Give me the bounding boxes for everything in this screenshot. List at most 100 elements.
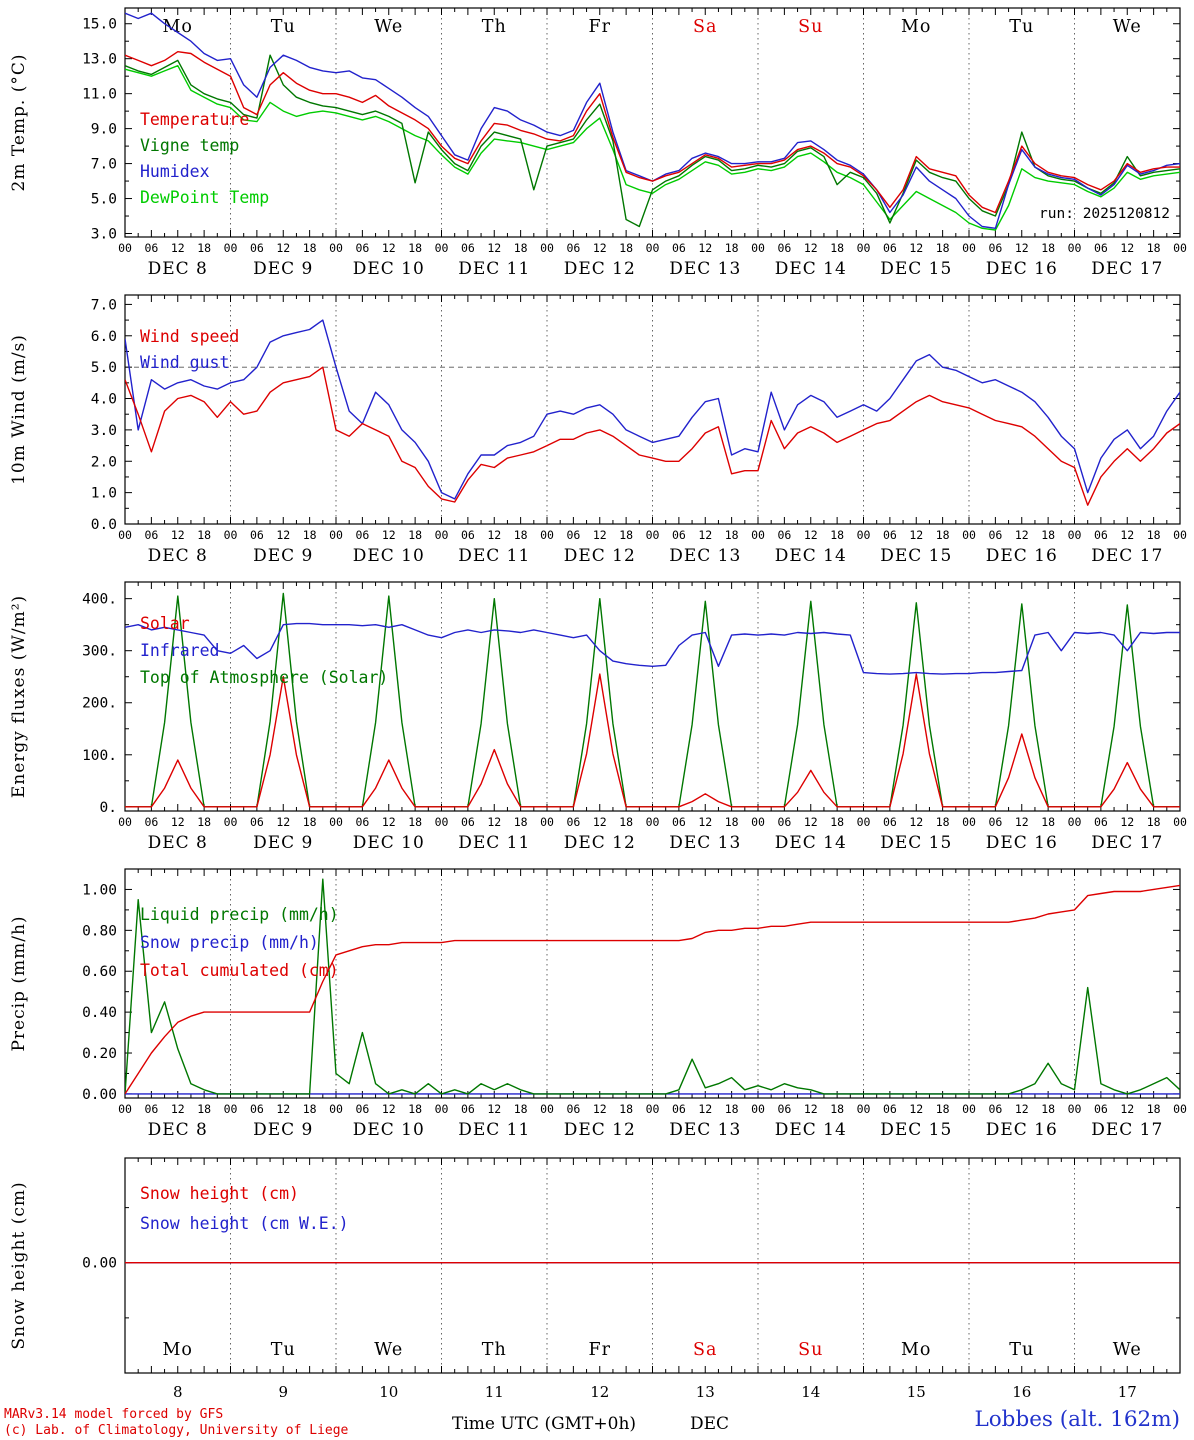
precip-chart: 0.00 0.20 0.40 0.60 0.80 1.00 00 06 12 18 00 06 12 18… [9, 868, 1187, 1140]
svg-text:12: 12 [276, 528, 290, 542]
svg-text:12: 12 [1120, 241, 1134, 255]
svg-text:00: 00 [118, 815, 132, 829]
svg-text:DEC 12: DEC 12 [564, 833, 636, 853]
svg-text:06: 06 [777, 815, 791, 829]
panel-wind: 0.0 1.0 2.0 3.0 4.0 5.0 6.0 7.0 00 06 12 18 00 06 12 18… [0, 287, 1194, 574]
svg-text:00: 00 [1173, 815, 1187, 829]
svg-text:00: 00 [118, 528, 132, 542]
svg-text:18: 18 [619, 528, 633, 542]
svg-text:18: 18 [1041, 1102, 1055, 1116]
legend-wind-gust: Wind gust [140, 353, 230, 372]
svg-text:00: 00 [540, 528, 554, 542]
svg-text:400.: 400. [82, 592, 117, 608]
svg-text:18: 18 [830, 528, 844, 542]
svg-text:0.: 0. [100, 800, 117, 816]
svg-text:200.: 200. [82, 696, 117, 712]
svg-text:12: 12 [593, 815, 607, 829]
svg-text:00: 00 [751, 815, 765, 829]
svg-text:00: 00 [857, 241, 871, 255]
svg-text:18: 18 [197, 241, 211, 255]
svg-text:18: 18 [619, 241, 633, 255]
svg-text:06: 06 [883, 1102, 897, 1116]
svg-text:5.0: 5.0 [91, 192, 117, 208]
svg-text:06: 06 [355, 1102, 369, 1116]
svg-text:12: 12 [1120, 528, 1134, 542]
svg-text:12: 12 [1120, 1102, 1134, 1116]
credit-line-1: MARv3.14 model forced by GFS [4, 1407, 224, 1422]
svg-text:06: 06 [988, 815, 1002, 829]
month-label: DEC [690, 1414, 730, 1434]
svg-text:DEC 14: DEC 14 [775, 546, 847, 566]
svg-text:12: 12 [487, 528, 501, 542]
svg-text:18: 18 [408, 528, 422, 542]
svg-text:12: 12 [698, 528, 712, 542]
svg-text:00: 00 [540, 1102, 554, 1116]
svg-text:00: 00 [751, 1102, 765, 1116]
svg-text:06: 06 [1094, 815, 1108, 829]
svg-text:DEC 16: DEC 16 [986, 1120, 1058, 1140]
svg-text:06: 06 [144, 241, 158, 255]
svg-text:18: 18 [936, 815, 950, 829]
svg-text:12: 12 [276, 241, 290, 255]
svg-text:18: 18 [1041, 815, 1055, 829]
svg-text:18: 18 [725, 1102, 739, 1116]
svg-text:06: 06 [883, 241, 897, 255]
svg-text:18: 18 [830, 241, 844, 255]
svg-text:We: We [1113, 17, 1142, 37]
svg-text:06: 06 [1094, 528, 1108, 542]
run-label: run: 2025120812 [1039, 206, 1170, 222]
panel-precip: 0.00 0.20 0.40 0.60 0.80 1.00 00 06 12 18 00 06 12 18… [0, 861, 1194, 1148]
legend-snow-precip: Snow precip (mm/h) [140, 933, 319, 952]
svg-text:06: 06 [777, 1102, 791, 1116]
svg-text:12: 12 [593, 241, 607, 255]
svg-text:00: 00 [118, 1102, 132, 1116]
svg-text:DEC 9: DEC 9 [253, 833, 313, 853]
svg-text:Fr: Fr [588, 1340, 611, 1360]
svg-text:DEC 9: DEC 9 [253, 259, 313, 279]
legend-infrared: Infrared [140, 641, 220, 660]
svg-text:18: 18 [830, 1102, 844, 1116]
svg-text:DEC 13: DEC 13 [669, 259, 741, 279]
svg-text:06: 06 [777, 241, 791, 255]
svg-text:12: 12 [909, 241, 923, 255]
svg-text:100.: 100. [82, 748, 117, 764]
svg-text:00: 00 [1068, 815, 1082, 829]
legend-dewpoint-temp: DewPoint Temp [140, 188, 270, 207]
svg-text:06: 06 [1094, 1102, 1108, 1116]
svg-text:18: 18 [514, 1102, 528, 1116]
svg-text:00: 00 [118, 241, 132, 255]
svg-text:18: 18 [514, 815, 528, 829]
legend-solar: Solar [140, 614, 190, 633]
svg-text:00: 00 [224, 1102, 238, 1116]
svg-text:DEC 11: DEC 11 [458, 833, 530, 853]
svg-text:18: 18 [1147, 241, 1161, 255]
svg-text:06: 06 [250, 815, 264, 829]
svg-text:00: 00 [646, 815, 660, 829]
svg-text:18: 18 [936, 528, 950, 542]
svg-text:06: 06 [355, 815, 369, 829]
svg-text:18: 18 [514, 528, 528, 542]
svg-text:00: 00 [329, 1102, 343, 1116]
svg-text:Mo: Mo [163, 17, 193, 37]
svg-text:12: 12 [1015, 1102, 1029, 1116]
svg-text:00: 00 [224, 241, 238, 255]
svg-text:Sa: Sa [693, 17, 717, 37]
svg-text:Snow height (cm): Snow height (cm) [9, 1181, 29, 1349]
svg-text:Mo: Mo [901, 17, 931, 37]
svg-text:We: We [374, 1340, 403, 1360]
svg-text:13: 13 [696, 1383, 715, 1401]
svg-text:12: 12 [698, 815, 712, 829]
legend-snow-height: Snow height (cm) [140, 1184, 299, 1203]
svg-text:12: 12 [487, 1102, 501, 1116]
svg-text:0.60: 0.60 [82, 964, 117, 980]
svg-text:06: 06 [250, 241, 264, 255]
svg-text:300.: 300. [82, 644, 117, 660]
svg-text:DEC 12: DEC 12 [564, 259, 636, 279]
svg-text:18: 18 [197, 1102, 211, 1116]
svg-text:We: We [1113, 1340, 1142, 1360]
svg-text:11: 11 [485, 1383, 504, 1401]
svg-text:Energy fluxes (W/m²): Energy fluxes (W/m²) [9, 595, 29, 798]
svg-text:00: 00 [435, 241, 449, 255]
svg-text:DEC 11: DEC 11 [458, 546, 530, 566]
svg-text:18: 18 [303, 1102, 317, 1116]
